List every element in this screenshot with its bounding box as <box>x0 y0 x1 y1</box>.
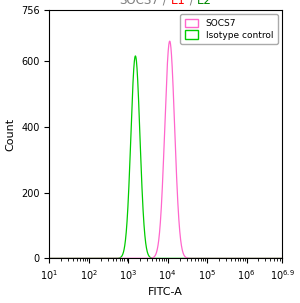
Text: E1: E1 <box>171 0 186 7</box>
Text: /: / <box>186 0 197 7</box>
Text: E2: E2 <box>197 0 212 7</box>
Legend: SOCS7, Isotype control: SOCS7, Isotype control <box>180 14 278 44</box>
Text: /: / <box>159 0 171 7</box>
X-axis label: FITC-A: FITC-A <box>148 288 183 298</box>
Text: SOCS7: SOCS7 <box>119 0 159 7</box>
Y-axis label: Count: Count <box>6 117 16 151</box>
